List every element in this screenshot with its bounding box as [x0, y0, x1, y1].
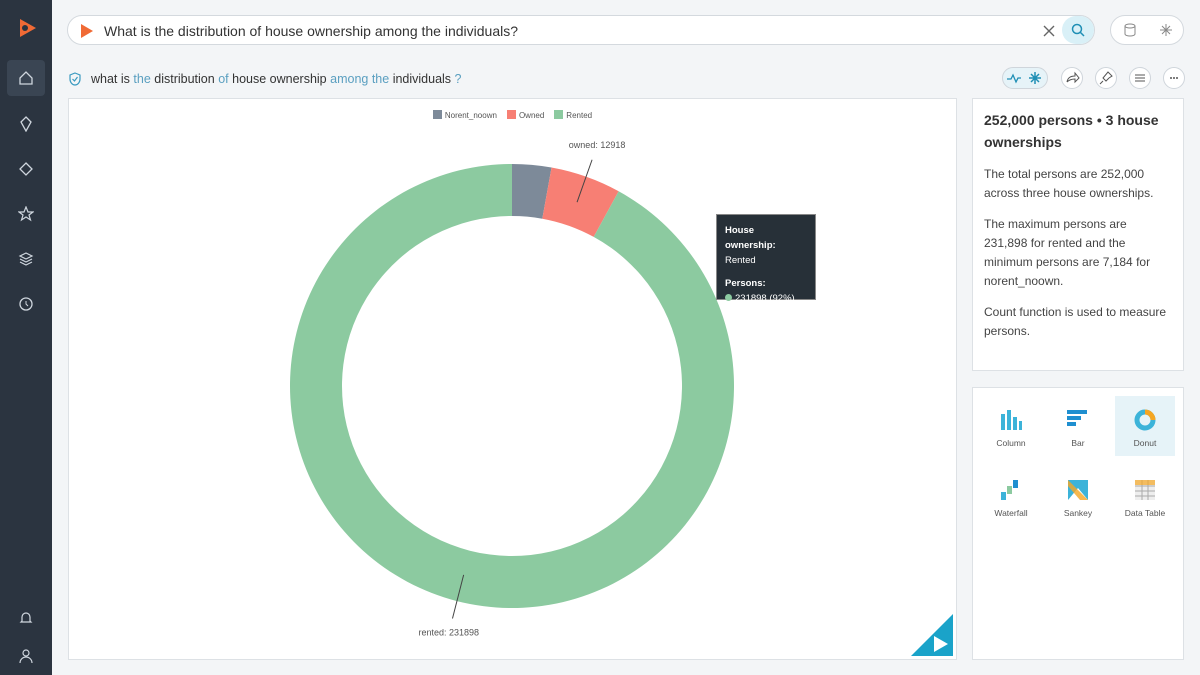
- chart-type-button[interactable]: Column: [981, 396, 1041, 456]
- summary-paragraph: The total persons are 252,000 across thr…: [984, 167, 1154, 200]
- summary-paragraph: The maximum persons are 231,898 for rent…: [984, 217, 1151, 288]
- search-box[interactable]: What is the distribution of house owners…: [67, 15, 1095, 45]
- search-query[interactable]: What is the distribution of house owners…: [104, 23, 519, 39]
- legend-label: Owned: [518, 111, 545, 120]
- query-token: ?: [454, 72, 462, 86]
- settings-button[interactable]: [1159, 23, 1173, 37]
- nav-insights[interactable]: [18, 116, 34, 132]
- search-icon: [1071, 23, 1085, 37]
- tooltip-category: Rented: [725, 255, 756, 266]
- interpreted-query: what is the distribution of house owners…: [91, 72, 462, 86]
- nav-notifications[interactable]: [18, 610, 34, 626]
- chart-type-button[interactable]: Sankey: [1048, 466, 1108, 526]
- chart-type-icon: [1134, 409, 1156, 431]
- pin-icon: [1099, 71, 1113, 85]
- legend-swatch: [432, 110, 442, 119]
- nav-layers[interactable]: [18, 251, 34, 267]
- chart-type-label: Donut: [1133, 438, 1157, 448]
- clear-button[interactable]: [1042, 24, 1056, 38]
- nav-models[interactable]: [18, 161, 34, 177]
- chart-type-label: Sankey: [1063, 508, 1093, 518]
- tooltip-value-row: 231898 (92%): [725, 291, 807, 306]
- chart-type-label: Waterfall: [994, 508, 1028, 518]
- share-icon: [1066, 71, 1080, 84]
- share-button[interactable]: [1061, 67, 1083, 89]
- nav-active[interactable]: [7, 60, 45, 96]
- chart-type-button[interactable]: Waterfall: [981, 466, 1041, 526]
- filter-button[interactable]: [1129, 67, 1151, 89]
- legend-swatch: [554, 110, 564, 119]
- legend-item: Norent_noown: [432, 110, 497, 120]
- nav-history[interactable]: [18, 296, 34, 312]
- summary-body: The total persons are 252,000 across thr…: [984, 165, 1172, 341]
- legend-swatch: [506, 110, 516, 119]
- summary-paragraph: Count function is used to measure person…: [984, 305, 1167, 338]
- logo: [20, 19, 36, 37]
- legend-label: Norent_noown: [444, 111, 497, 120]
- chart-type-button[interactable]: Data Table: [1115, 466, 1175, 526]
- legend-label: Rented: [566, 111, 593, 120]
- tooltip: House ownership: Rented Persons: 231898 …: [716, 214, 816, 304]
- chart-type-label: Column: [996, 438, 1026, 448]
- summary-title: 252,000 persons • 3 house ownerships: [984, 112, 1159, 150]
- search-button[interactable]: [1062, 16, 1094, 44]
- nav-home[interactable]: [18, 70, 34, 86]
- pin-button[interactable]: [1095, 67, 1117, 89]
- legend-item: Rented: [554, 110, 592, 120]
- chart-type-panel: Column Bar Donut Waterfall Sankey Data Table: [972, 387, 1184, 660]
- database-button[interactable]: [1123, 23, 1137, 37]
- query-token: house ownership: [232, 72, 327, 86]
- more-button[interactable]: [1163, 67, 1185, 89]
- query-token: the: [133, 72, 151, 86]
- chart-type-icon: [1135, 480, 1155, 500]
- search-logo: [81, 24, 93, 38]
- tooltip-title: House ownership:: [725, 225, 776, 251]
- legend: Norent_noown Owned Rented: [69, 110, 956, 120]
- toggle-icons: [1007, 72, 1041, 84]
- sidebar: [0, 0, 52, 675]
- view-toggle[interactable]: [1002, 67, 1048, 89]
- query-token: among the: [330, 72, 390, 86]
- chart-type-icon: [1067, 410, 1087, 426]
- chart-type-icon: [1001, 480, 1018, 500]
- query-token: what is: [91, 72, 130, 86]
- tooltip-value: 231898 (92%): [735, 293, 795, 304]
- chart-type-button[interactable]: Bar: [1048, 396, 1108, 456]
- query-token: distribution: [154, 72, 215, 86]
- legend-item: Owned: [506, 110, 545, 120]
- summary-panel: 252,000 persons • 3 house ownerships The…: [972, 98, 1184, 371]
- chart-type-label: Bar: [1071, 438, 1085, 448]
- verified-icon: [69, 72, 81, 86]
- chart-type-button[interactable]: Donut: [1115, 396, 1175, 456]
- tooltip-dot: [725, 294, 732, 301]
- chart-type-icon: [1001, 410, 1022, 430]
- filter-icon: [1135, 74, 1145, 82]
- toolbar-buttons: [1110, 15, 1184, 45]
- more-icon: [1170, 77, 1178, 79]
- nav-profile[interactable]: [18, 648, 34, 664]
- chart-type-icon: [1068, 480, 1088, 500]
- nav-favorites[interactable]: [18, 206, 34, 222]
- query-token: individuals: [392, 72, 452, 86]
- chart-panel: Norent_noown Owned Rented: [68, 98, 957, 660]
- tooltip-measure: Persons:: [725, 278, 766, 289]
- query-token: of: [218, 72, 229, 86]
- chart-type-label: Data Table: [1124, 508, 1166, 518]
